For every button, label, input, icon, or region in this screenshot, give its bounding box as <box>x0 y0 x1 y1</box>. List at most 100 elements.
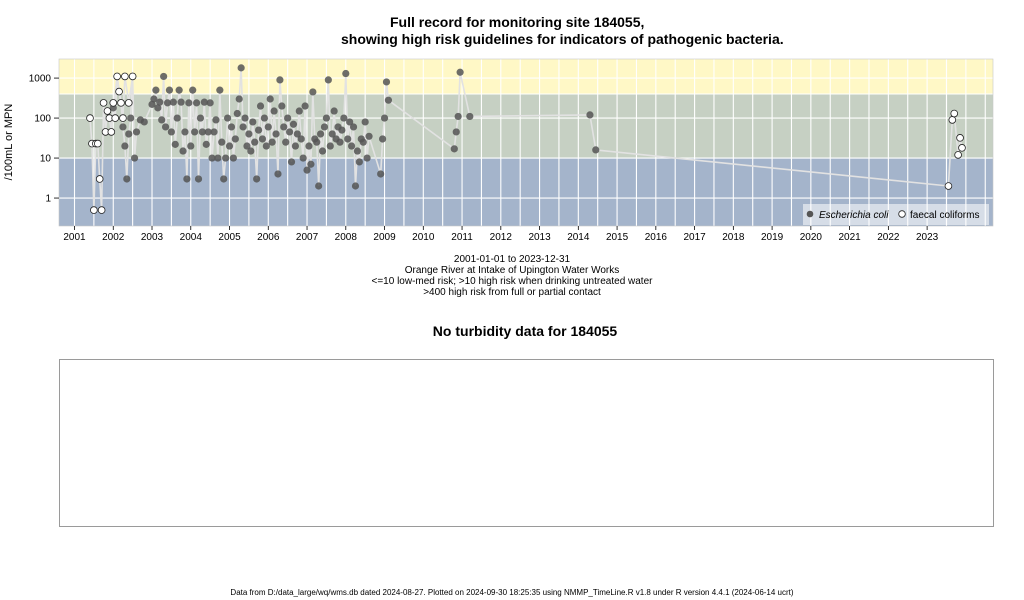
caption-high-risk-note: >400 high risk from full or partial cont… <box>423 287 601 298</box>
ecoli-point <box>282 138 290 146</box>
ecoli-point <box>256 102 265 110</box>
x-tick-label: 2019 <box>761 232 784 243</box>
ecoli-point <box>586 111 594 119</box>
x-tick-label: 2012 <box>490 232 513 243</box>
x-tick-label: 2021 <box>838 232 861 243</box>
ecoli-point <box>303 166 311 174</box>
faecal-coliform-point <box>950 109 959 118</box>
x-tick-label: 2023 <box>916 232 939 243</box>
ecoli-point <box>249 118 257 126</box>
ecoli-point <box>454 112 462 121</box>
ecoli-point <box>377 170 385 178</box>
ecoli-point <box>161 123 170 131</box>
ecoli-point <box>152 86 160 94</box>
ecoli-point <box>198 128 206 136</box>
ecoli-point <box>245 130 253 138</box>
ecoli-point <box>150 95 158 103</box>
x-tick-label: 2006 <box>257 232 280 243</box>
faecal-coliform-point <box>90 206 98 214</box>
ecoli-point <box>121 142 129 150</box>
legend-marker-faecal <box>898 210 906 218</box>
faecal-coliform-point <box>956 134 964 142</box>
faecal-coliform-point <box>948 116 957 124</box>
ecoli-point <box>344 135 352 143</box>
faecal-coliform-point <box>109 99 118 107</box>
legend: Escherichia coli faecal coliforms <box>803 204 989 225</box>
ecoli-point <box>346 118 354 126</box>
ecoli-point <box>239 123 247 131</box>
ecoli-point <box>231 135 239 143</box>
ecoli-point <box>235 95 243 103</box>
ecoli-point <box>210 128 218 136</box>
ecoli-point <box>309 88 317 96</box>
footer-provenance: Data from D:/data_large/wq/wms.db dated … <box>230 588 794 597</box>
ecoli-point <box>340 114 348 122</box>
ecoli-point <box>247 147 255 155</box>
ecoli-point <box>130 154 139 162</box>
ecoli-point <box>206 99 214 107</box>
ecoli-point <box>189 86 197 94</box>
legend-label-ecoli: Escherichia coli <box>819 210 889 221</box>
ecoli-point <box>301 102 309 110</box>
ecoli-point <box>297 135 305 143</box>
ecoli-point <box>204 128 212 136</box>
ecoli-point <box>218 138 226 146</box>
ecoli-point <box>175 86 183 94</box>
caption-date-range: 2001-01-01 to 2023-12-31 <box>453 254 571 265</box>
ecoli-point <box>253 175 261 183</box>
ecoli-point <box>287 158 296 166</box>
x-tick-label: 2011 <box>451 232 473 243</box>
ecoli-point <box>192 99 201 107</box>
ecoli-point <box>272 130 280 138</box>
ecoli-point <box>450 145 458 153</box>
ecoli-point <box>200 98 208 106</box>
ecoli-point <box>214 154 222 162</box>
x-tick-label: 2018 <box>722 232 745 243</box>
faecal-coliform-point <box>128 72 137 81</box>
faecal-coliform-point <box>93 139 102 148</box>
x-tick-label: 2014 <box>567 232 590 243</box>
legend-box <box>803 204 989 225</box>
ecoli-point <box>163 99 172 107</box>
y-tick-label: 1 <box>45 194 51 205</box>
y-tick-label: 10 <box>40 154 52 165</box>
turbidity-title: No turbidity data for 184055 <box>432 323 618 339</box>
ecoli-point <box>284 114 292 122</box>
x-tick-label: 2009 <box>373 232 396 243</box>
ecoli-point <box>336 138 344 146</box>
ecoli-point <box>452 128 460 136</box>
ecoli-point <box>167 128 175 136</box>
ecoli-point <box>289 120 298 128</box>
x-tick-label: 2013 <box>528 232 551 243</box>
data-points <box>86 64 966 214</box>
ecoli-point <box>592 146 600 154</box>
ecoli-point <box>379 135 387 143</box>
ecoli-point <box>223 114 232 122</box>
faecal-coliform-point <box>117 99 125 107</box>
ecoli-point <box>270 107 278 115</box>
ecoli-point <box>220 175 228 183</box>
x-tick-label: 2022 <box>877 232 900 243</box>
x-tick-label: 2003 <box>141 232 164 243</box>
ecoli-point <box>351 182 360 190</box>
ecoli-point <box>278 102 286 110</box>
ecoli-point <box>305 142 313 150</box>
ecoli-point <box>222 154 230 162</box>
ecoli-point <box>326 142 334 150</box>
ecoli-point <box>307 160 315 168</box>
faecal-coliform-point <box>103 107 112 115</box>
ecoli-point <box>177 98 185 106</box>
x-tick-label: 2010 <box>412 232 435 243</box>
ecoli-point <box>324 76 332 84</box>
ecoli-point <box>293 130 301 138</box>
ecoli-point <box>165 86 174 94</box>
ecoli-point <box>179 147 187 155</box>
ecoli-point <box>266 95 274 103</box>
ecoli-point <box>316 130 325 138</box>
ecoli-point <box>338 126 346 134</box>
ecoli-point <box>227 123 236 131</box>
ecoli-point <box>318 147 327 155</box>
x-tick-label: 2001 <box>63 232 86 243</box>
ecoli-point <box>264 123 272 131</box>
connector-gap <box>595 149 949 187</box>
